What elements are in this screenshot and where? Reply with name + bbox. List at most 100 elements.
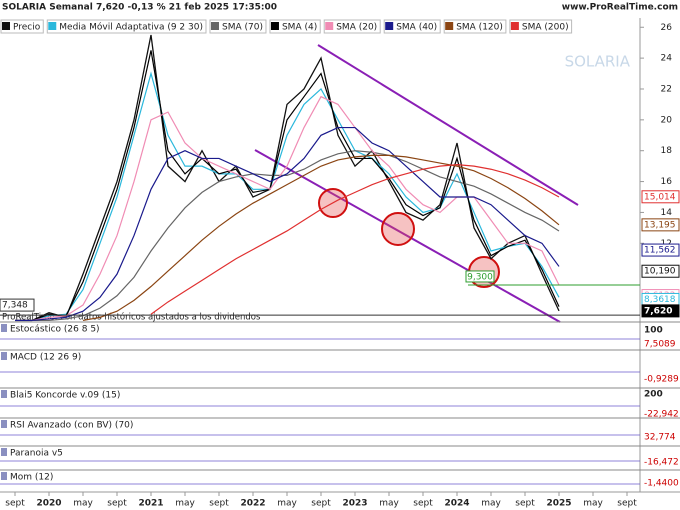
price-label: 8,3618 xyxy=(644,295,676,305)
legend-border xyxy=(0,19,44,34)
legend-border xyxy=(209,19,267,34)
panel-value-label: -0,9289 xyxy=(644,375,679,385)
x-tick-label: may xyxy=(379,499,399,509)
x-tick-label: may xyxy=(175,499,195,509)
x-tick-label: sept xyxy=(413,499,433,509)
legend-border xyxy=(443,19,507,34)
panel-title: MACD (12 26 9) xyxy=(10,353,81,363)
panel-value-label: 100 xyxy=(644,326,663,336)
panel-value-label: 7,5089 xyxy=(644,340,676,350)
panel-value-label: 200 xyxy=(644,390,663,400)
legend-item: Media Móvil Adaptativa (9 2 30) xyxy=(46,19,207,34)
x-tick-label: 2023 xyxy=(342,499,367,509)
series-line xyxy=(150,163,560,315)
y-tick-label: 26 xyxy=(661,23,673,33)
legend-swatch xyxy=(2,22,10,30)
price-label: 13,195 xyxy=(644,220,676,230)
price-label: 7,620 xyxy=(644,306,672,316)
level-box xyxy=(0,298,35,312)
legend-swatch xyxy=(210,22,219,30)
panel-title-box xyxy=(1,420,7,428)
panel-value-label: -22,942 xyxy=(644,410,679,420)
x-tick-label: sept xyxy=(311,499,331,509)
legend-border xyxy=(323,19,381,34)
price-label: 15,014 xyxy=(644,192,676,202)
y-tick-label: 18 xyxy=(661,146,673,156)
legend-label: SMA (120) xyxy=(456,23,503,33)
panel-title: Estocástico (26 8 5) xyxy=(10,325,100,335)
panel-title-box xyxy=(1,448,7,456)
panel-title-box xyxy=(1,352,7,360)
price-label-box xyxy=(641,243,680,257)
legend-item: SMA (70) xyxy=(209,19,267,34)
series-line xyxy=(15,50,560,322)
panel-value-label: -16,472 xyxy=(644,458,679,468)
legend-item: SMA (200) xyxy=(509,19,573,34)
x-tick-label: 2021 xyxy=(138,499,163,509)
panel-value-label: -1,4400 xyxy=(644,479,679,489)
x-tick-label: may xyxy=(583,499,603,509)
price-label-box xyxy=(641,304,680,318)
price-label: 11,562 xyxy=(644,246,676,256)
legend-label: SMA (4) xyxy=(282,23,317,33)
y-tick-label: 22 xyxy=(661,84,672,94)
legend-swatch xyxy=(510,22,519,30)
legend-swatch xyxy=(270,22,279,30)
panel-title-box xyxy=(1,390,7,398)
x-tick-label: sept xyxy=(107,499,127,509)
legend-border xyxy=(46,19,207,34)
legend-label: SMA (40) xyxy=(396,23,437,33)
legend-label: Media Móvil Adaptativa (9 2 30) xyxy=(59,22,203,33)
watermark: SOLARIA xyxy=(565,53,631,71)
level-label: 9,300 xyxy=(467,272,493,282)
legend-swatch xyxy=(385,22,394,30)
panel-title-box xyxy=(1,472,7,480)
level-label: 7,348 xyxy=(2,301,28,311)
y-tick-label: 16 xyxy=(661,177,673,187)
x-tick-label: 2022 xyxy=(240,499,265,509)
legend-label: Precio xyxy=(13,23,41,33)
x-tick-label: sept xyxy=(617,499,637,509)
y-tick-label: 14 xyxy=(661,208,673,218)
level-box xyxy=(465,270,495,283)
legend-label: SMA (20) xyxy=(336,23,377,33)
header-title: SOLARIA Semanal 7,620 -0,13 % 21 feb 202… xyxy=(2,3,277,13)
series-line xyxy=(15,126,560,322)
series-line xyxy=(15,150,560,322)
legend-border xyxy=(509,19,573,34)
x-tick-label: may xyxy=(481,499,501,509)
legend-item: Precio xyxy=(0,19,44,34)
legend-label: SMA (70) xyxy=(222,23,263,33)
price-label-box xyxy=(641,264,680,278)
panel-title: RSI Avanzado (con BV) (70) xyxy=(10,421,133,431)
x-tick-label: sept xyxy=(209,499,229,509)
panel-title-box xyxy=(1,324,7,332)
panel-value-label: 32,774 xyxy=(644,433,676,443)
x-tick-label: may xyxy=(73,499,93,509)
price-label-box xyxy=(641,218,680,232)
legend-swatch xyxy=(325,22,334,30)
x-tick-label: 2024 xyxy=(444,499,469,509)
x-tick-label: sept xyxy=(5,499,25,509)
legend-swatch xyxy=(48,22,57,30)
price-label: 10,190 xyxy=(644,267,676,277)
x-tick-label: 2020 xyxy=(36,499,61,509)
panel-title: Mom (12) xyxy=(10,473,53,483)
x-tick-label: 2025 xyxy=(546,499,571,509)
legend-item: SMA (120) xyxy=(443,19,507,34)
panel-title: Paranoia v5 xyxy=(10,449,63,459)
site: www.ProRealTime.com xyxy=(562,3,678,13)
y-tick-label: 24 xyxy=(661,54,673,64)
price-label-box xyxy=(641,190,680,204)
highlight-circle xyxy=(381,212,415,246)
legend-border xyxy=(383,19,441,34)
panel-title: Blai5 Koncorde v.09 (15) xyxy=(10,391,120,401)
trend-line xyxy=(254,149,561,323)
legend-item: SMA (40) xyxy=(383,19,441,34)
legend-item: SMA (20) xyxy=(323,19,381,34)
x-tick-label: sept xyxy=(515,499,535,509)
trend-line xyxy=(317,44,579,206)
legend-item: SMA (4) xyxy=(269,19,321,34)
legend-label: SMA (200) xyxy=(522,23,569,33)
